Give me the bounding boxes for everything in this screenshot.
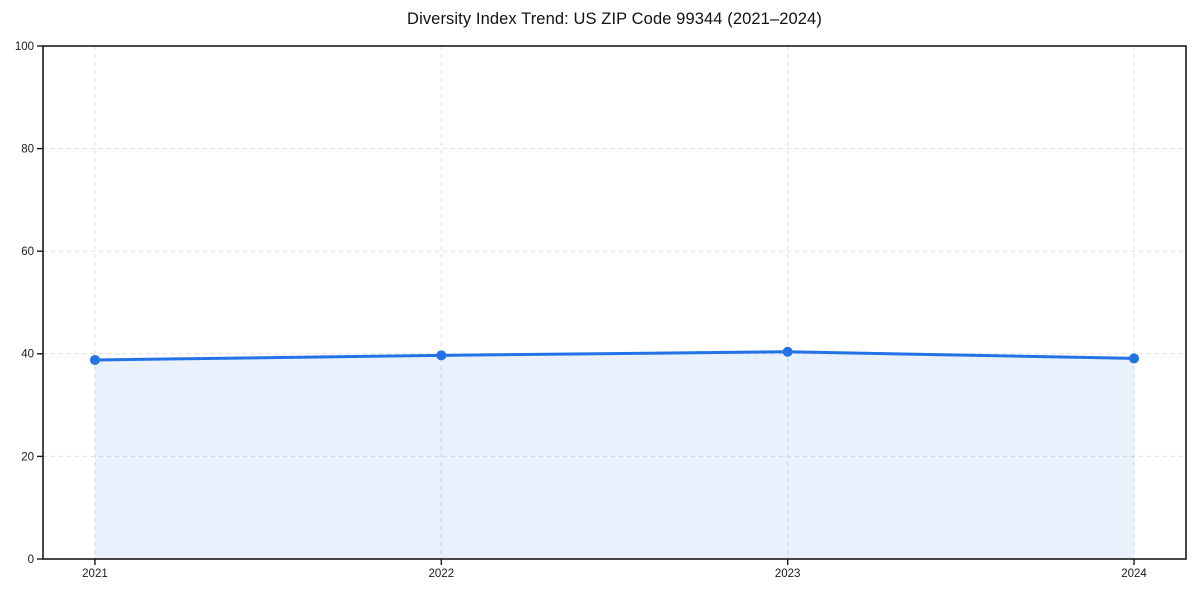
x-tick-label: 2022 xyxy=(429,568,455,580)
x-tick-label: 2021 xyxy=(82,568,108,580)
data-point-2024 xyxy=(1129,353,1140,364)
x-tick-label: 2024 xyxy=(1121,568,1147,580)
y-tick-label: 40 xyxy=(21,349,34,361)
data-point-2022 xyxy=(436,350,447,361)
y-tick-label: 60 xyxy=(21,246,34,258)
data-point-2023 xyxy=(782,346,793,357)
data-point-2021 xyxy=(89,354,100,365)
axis-spines xyxy=(42,45,1187,560)
y-tick-label: 100 xyxy=(15,41,34,53)
chart-title: Diversity Index Trend: US ZIP Code 99344… xyxy=(407,10,822,28)
trend-line xyxy=(93,350,1136,362)
x-tick-label: 2023 xyxy=(775,568,801,580)
y-tick-label: 80 xyxy=(21,144,34,156)
area-fill xyxy=(94,351,1135,559)
y-tick-label: 20 xyxy=(21,451,34,463)
y-tick-label: 0 xyxy=(28,554,34,566)
